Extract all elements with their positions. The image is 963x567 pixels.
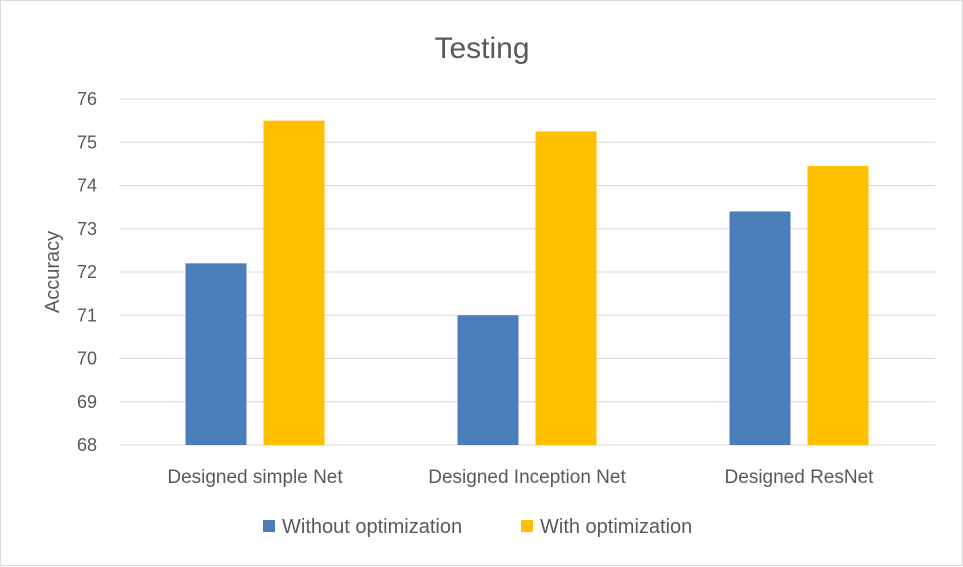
bar-without-optimization [185,263,247,445]
legend-label: Without optimization [282,516,462,538]
chart-title: Testing [434,32,529,65]
y-tick-label: 70 [77,349,97,369]
x-axis-categories: Designed simple Net Designed Inception Ne… [167,467,874,488]
y-axis-title: Accuracy [42,231,64,313]
x-category-label: Designed Inception Net [428,467,626,488]
y-tick-label: 73 [77,219,97,239]
bar-without-optimization [457,315,519,445]
bar-without-optimization [729,211,791,445]
y-tick-label: 71 [77,305,97,325]
legend-swatch [263,520,275,532]
bar-with-optimization [263,120,325,445]
bar-with-optimization [535,131,597,445]
legend-label: With optimization [540,516,692,538]
bars [185,120,869,445]
y-tick-label: 72 [77,262,97,282]
legend: Without optimization With optimization [263,516,692,538]
y-tick-label: 68 [77,435,97,455]
y-tick-label: 74 [77,176,97,196]
y-tick-label: 69 [77,392,97,412]
y-tick-label: 75 [77,132,97,152]
x-category-label: Designed ResNet [725,467,875,488]
bar-with-optimization [807,166,869,445]
legend-swatch [521,520,533,532]
y-axis-ticks: 68 69 70 71 72 73 74 75 76 [77,89,97,455]
y-tick-label: 76 [77,89,97,109]
gridlines [119,98,935,446]
x-category-label: Designed simple Net [167,467,343,488]
